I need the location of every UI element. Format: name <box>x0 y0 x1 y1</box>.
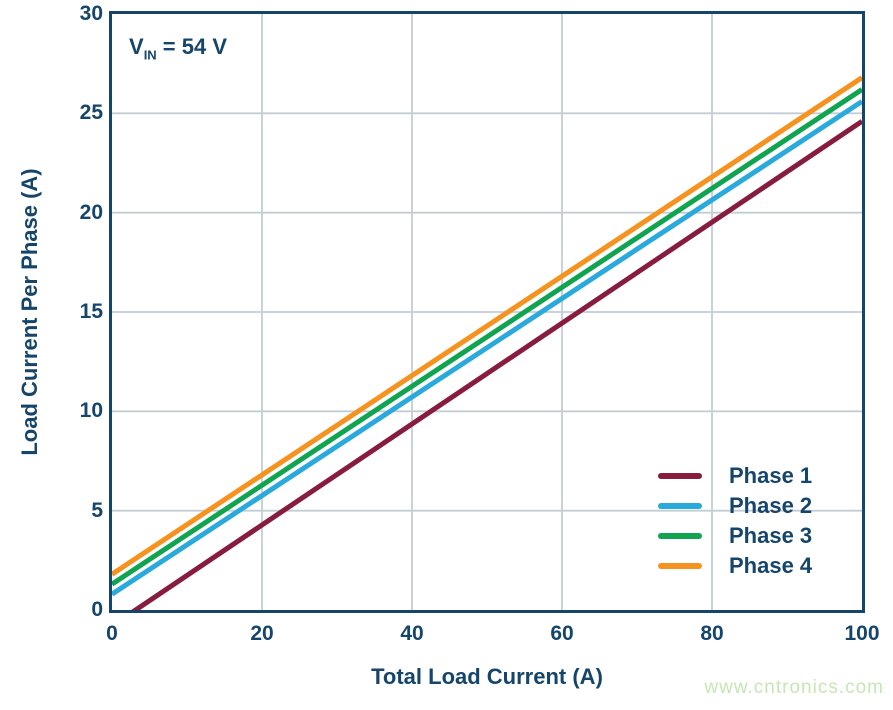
vin-annotation-sub: IN <box>143 47 157 63</box>
series-line-phase-2 <box>112 99 862 597</box>
vin-annotation-pre: V <box>129 34 144 59</box>
legend-item-phase-4: Phase 4 <box>658 551 812 581</box>
legend-swatch-phase-4 <box>658 563 702 569</box>
vin-annotation: VIN = 54 V <box>129 34 227 62</box>
x-tick-label-100: 100 <box>844 622 880 645</box>
watermark: www.cntronics.com <box>704 677 884 698</box>
x-tick-label-60: 60 <box>550 622 574 645</box>
series-line-phase-1 <box>131 119 862 610</box>
legend-item-phase-1: Phase 1 <box>658 461 812 491</box>
y-tick-label-0: 0 <box>91 598 103 621</box>
legend-item-phase-2: Phase 2 <box>658 491 812 521</box>
legend-swatch-phase-3 <box>658 533 702 539</box>
series-line-phase-3 <box>112 87 862 587</box>
x-tick-label-80: 80 <box>700 622 724 645</box>
y-tick-label-30: 30 <box>79 2 103 25</box>
legend-label-phase-4: Phase 4 <box>729 553 813 578</box>
y-tick-label-25: 25 <box>79 101 103 125</box>
y-tick-label-20: 20 <box>79 200 103 224</box>
series-line-phase-4 <box>112 75 862 577</box>
y-tick-label-15: 15 <box>79 300 103 323</box>
plot-area: Phase 1 Phase 2 Phase 3 Phase 4 <box>109 11 865 613</box>
legend: Phase 1 Phase 2 Phase 3 Phase 4 <box>658 461 812 581</box>
y-tick-label-5: 5 <box>91 498 103 522</box>
legend-label-phase-1: Phase 1 <box>729 463 813 488</box>
legend-swatch-phase-1 <box>658 473 702 479</box>
chart-canvas <box>112 14 862 610</box>
x-axis-title: Total Load Current (A) <box>371 664 603 689</box>
legend-swatch-phase-2 <box>658 503 702 509</box>
legend-label-phase-3: Phase 3 <box>729 523 813 548</box>
x-tick-label-20: 20 <box>250 622 274 645</box>
y-tick-label-10: 10 <box>79 399 103 423</box>
y-axis-title: Load Current Per Phase (A) <box>17 168 42 456</box>
legend-item-phase-3: Phase 3 <box>658 521 812 551</box>
legend-label-phase-2: Phase 2 <box>729 493 813 518</box>
x-tick-label-40: 40 <box>400 622 424 645</box>
x-tick-label-0: 0 <box>106 622 118 645</box>
vin-annotation-post: = 54 V <box>156 34 228 59</box>
